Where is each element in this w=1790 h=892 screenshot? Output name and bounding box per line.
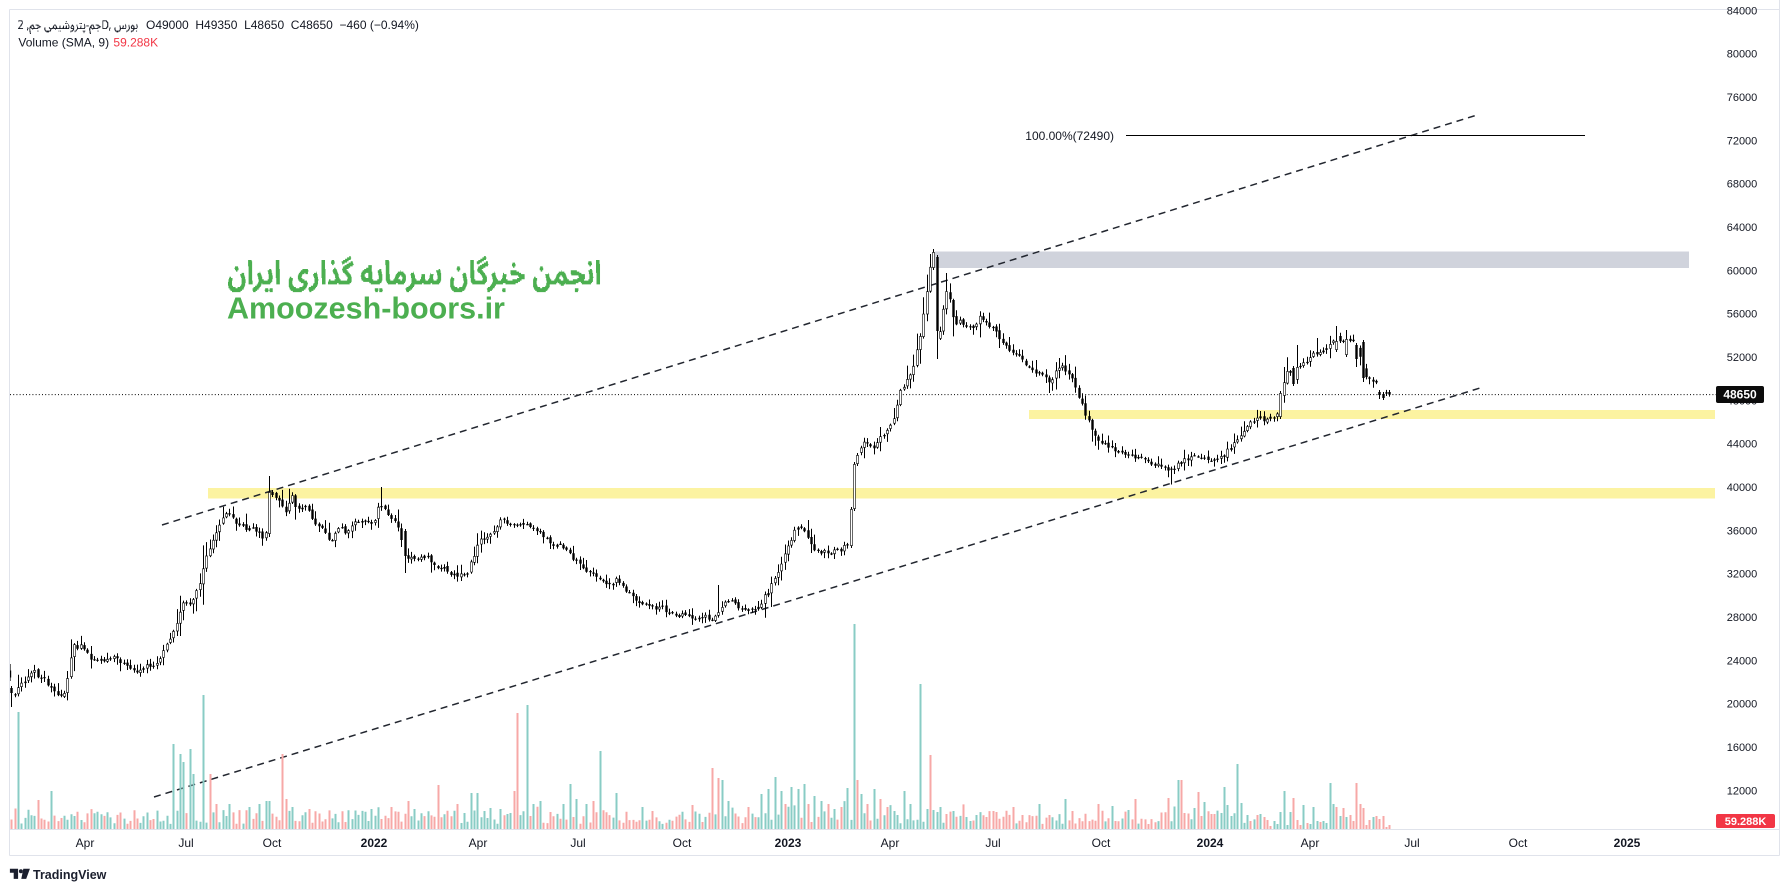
svg-text:2024: 2024	[1197, 836, 1224, 850]
svg-text:Apr: Apr	[76, 836, 95, 850]
svg-text:Oct: Oct	[1092, 836, 1111, 850]
svg-text:100.00%(72490): 100.00%(72490)	[1025, 129, 1114, 143]
svg-text:52000: 52000	[1727, 352, 1758, 364]
svg-text:Oct: Oct	[673, 836, 692, 850]
svg-text:2025: 2025	[1614, 836, 1641, 850]
svg-text:48650: 48650	[1723, 388, 1757, 402]
svg-text:32000: 32000	[1727, 569, 1758, 581]
svg-text:2022: 2022	[361, 836, 388, 850]
svg-text:36000: 36000	[1727, 525, 1758, 537]
svg-text:59.288K: 59.288K	[1725, 816, 1767, 828]
svg-text:Apr: Apr	[469, 836, 488, 850]
svg-text:40000: 40000	[1727, 482, 1758, 494]
svg-text:20000: 20000	[1727, 699, 1758, 711]
svg-text:Oct: Oct	[1509, 836, 1528, 850]
svg-text:Jul: Jul	[570, 836, 585, 850]
svg-text:Volume (SMA, 9): Volume (SMA, 9)	[18, 35, 109, 49]
svg-text:Amoozesh-boors.ir: Amoozesh-boors.ir	[227, 292, 505, 326]
svg-text:68000: 68000	[1727, 179, 1758, 191]
svg-text:44000: 44000	[1727, 439, 1758, 451]
svg-text:59.288K: 59.288K	[113, 35, 158, 49]
svg-text:O49000 H49350 L48650 C48650: O49000 H49350 L48650 C48650 −460 (−0.94%…	[146, 18, 419, 32]
svg-text:60000: 60000	[1727, 265, 1758, 277]
svg-text:12000: 12000	[1727, 785, 1758, 797]
svg-text:84000: 84000	[1727, 5, 1758, 17]
svg-text:56000: 56000	[1727, 309, 1758, 321]
svg-text:Oct: Oct	[263, 836, 282, 850]
svg-text:Apr: Apr	[1301, 836, 1320, 850]
svg-text:76000: 76000	[1727, 92, 1758, 104]
svg-text:Apr: Apr	[881, 836, 900, 850]
svg-text:16000: 16000	[1727, 742, 1758, 754]
svg-text:Jul: Jul	[985, 836, 1000, 850]
svg-text:TradingView: TradingView	[33, 868, 107, 882]
svg-text:64000: 64000	[1727, 222, 1758, 234]
svg-text:2023: 2023	[775, 836, 802, 850]
svg-text:28000: 28000	[1727, 612, 1758, 624]
svg-text:80000: 80000	[1727, 49, 1758, 61]
svg-text:24000: 24000	[1727, 655, 1758, 667]
svg-text:Jul: Jul	[178, 836, 193, 850]
svg-text:Jul: Jul	[1404, 836, 1419, 850]
svg-text:72000: 72000	[1727, 135, 1758, 147]
